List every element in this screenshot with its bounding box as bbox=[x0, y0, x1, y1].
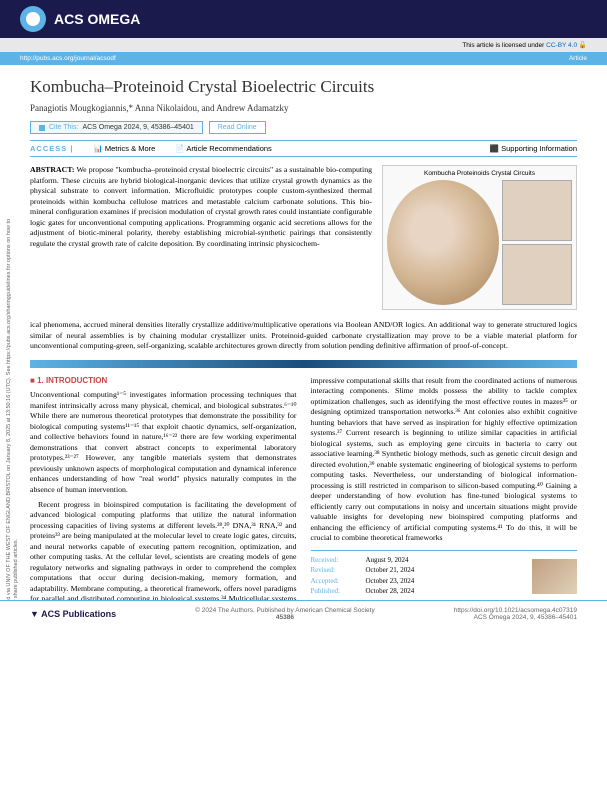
thumbnail-image bbox=[532, 559, 577, 594]
column-right: impressive computational skills that res… bbox=[311, 376, 578, 616]
figure-title: Kombucha Proteinoids Crystal Circuits bbox=[387, 170, 572, 177]
abstract-figure: Kombucha Proteinoids Crystal Circuits bbox=[382, 165, 577, 310]
access-label: ACCESS | bbox=[30, 144, 73, 153]
published-label: Published: bbox=[311, 586, 366, 597]
received-date: August 9, 2024 bbox=[366, 555, 409, 566]
journal-header: ACS OMEGA bbox=[0, 0, 607, 38]
copyright: © 2024 The Authors. Published by America… bbox=[195, 607, 375, 621]
accepted-label: Accepted: bbox=[311, 576, 366, 587]
cite-label: Cite This: bbox=[49, 124, 78, 131]
cite-row: Cite This: ACS Omega 2024, 9, 45386–4540… bbox=[30, 121, 577, 134]
license-text: This article is licensed under bbox=[462, 42, 544, 49]
body-columns: ■ 1. INTRODUCTION Unconventional computi… bbox=[30, 376, 577, 616]
access-bar: ACCESS | 📊 Metrics & More 📄 Article Reco… bbox=[30, 140, 577, 157]
license-link[interactable]: CC-BY 4.0 bbox=[546, 42, 577, 49]
read-online-label: Read Online bbox=[218, 124, 257, 131]
license-bar: This article is licensed under CC-BY 4.0… bbox=[0, 38, 607, 52]
revised-date: October 21, 2024 bbox=[366, 565, 415, 576]
received-label: Received: bbox=[311, 555, 366, 566]
revised-label: Revised: bbox=[311, 565, 366, 576]
figure-sub-2 bbox=[502, 244, 572, 305]
page-footer: ▼ ACS Publications © 2024 The Authors. P… bbox=[0, 600, 607, 627]
read-online-button[interactable]: Read Online bbox=[209, 121, 266, 134]
dates-box: Received:August 9, 2024 Revised:October … bbox=[311, 550, 578, 602]
abstract-body: We propose "kombucha–proteinoid crystal … bbox=[30, 165, 372, 248]
abstract-section: ABSTRACT: We propose "kombucha–proteinoi… bbox=[30, 165, 577, 310]
cite-icon bbox=[39, 125, 45, 131]
metrics-link[interactable]: 📊 Metrics & More bbox=[93, 144, 155, 153]
intro-paragraph-3: impressive computational skills that res… bbox=[311, 376, 578, 544]
section-heading: ■ 1. INTRODUCTION bbox=[30, 376, 297, 387]
paper-title: Kombucha–Proteinoid Crystal Bioelectric … bbox=[30, 77, 577, 97]
cite-ref: ACS Omega 2024, 9, 45386–45401 bbox=[82, 124, 193, 131]
journal-url[interactable]: http://pubs.acs.org/journal/acsodf bbox=[20, 55, 116, 62]
abstract-continuation: ical phenomena, accrued mineral densitie… bbox=[30, 320, 577, 352]
doi-ref: https://doi.org/10.1021/acsomega.4c07319… bbox=[454, 607, 577, 621]
section-divider bbox=[30, 360, 577, 368]
intro-paragraph-1: Unconventional computing¹⁻⁵ investigates… bbox=[30, 390, 297, 495]
url-bar: http://pubs.acs.org/journal/acsodf Artic… bbox=[0, 52, 607, 65]
figure-main-image bbox=[387, 180, 499, 305]
acs-logo-icon bbox=[20, 6, 46, 32]
abstract-text: ABSTRACT: We propose "kombucha–proteinoi… bbox=[30, 165, 372, 310]
journal-name: ACS OMEGA bbox=[54, 11, 140, 27]
accepted-date: October 23, 2024 bbox=[366, 576, 415, 587]
column-left: ■ 1. INTRODUCTION Unconventional computi… bbox=[30, 376, 297, 616]
published-date: October 28, 2024 bbox=[366, 586, 415, 597]
figure-sub-1 bbox=[502, 180, 572, 241]
authors: Panagiotis Mougkogiannis,* Anna Nikolaid… bbox=[30, 103, 577, 113]
recommendations-link[interactable]: 📄 Article Recommendations bbox=[175, 144, 271, 153]
article-type: Article bbox=[569, 55, 587, 62]
publisher-logo: ▼ ACS Publications bbox=[30, 609, 116, 619]
abstract-label: ABSTRACT: bbox=[30, 165, 74, 174]
cite-button[interactable]: Cite This: ACS Omega 2024, 9, 45386–4540… bbox=[30, 121, 203, 134]
download-watermark: Downloaded via UNIV OF THE WEST OF ENGLA… bbox=[6, 200, 20, 627]
intro-paragraph-2: Recent progress in bioinspired computati… bbox=[30, 500, 297, 616]
supporting-info-link[interactable]: ⬛ Supporting Information bbox=[490, 144, 577, 153]
